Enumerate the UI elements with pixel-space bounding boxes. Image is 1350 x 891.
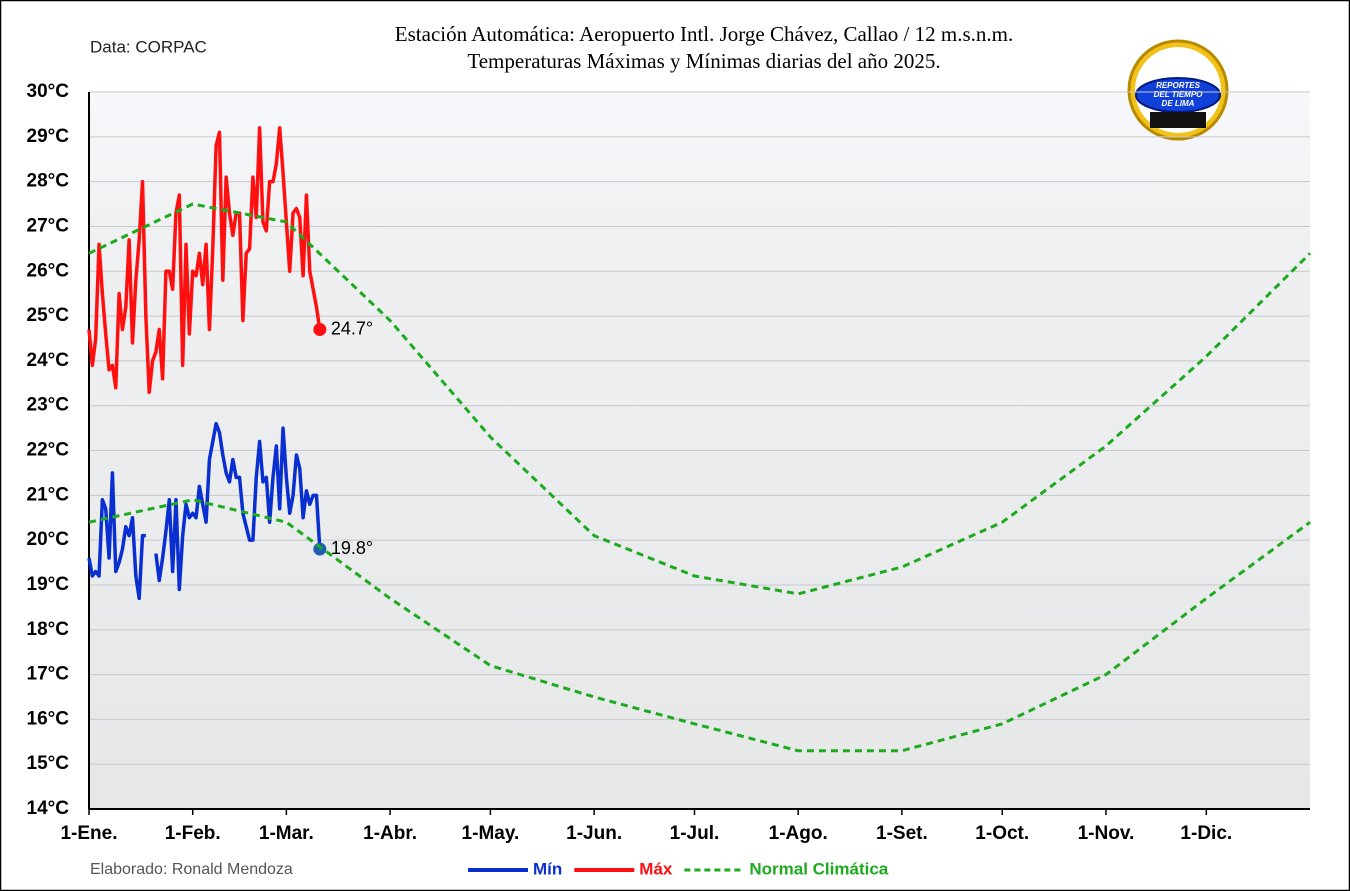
y-tick-label: 16°C — [27, 708, 70, 729]
y-tick-label: 30°C — [27, 81, 70, 102]
y-tick-label: 17°C — [27, 664, 70, 685]
y-tick-label: 15°C — [27, 753, 70, 774]
y-tick-label: 26°C — [27, 260, 70, 281]
x-tick-label: 1-Abr. — [363, 823, 417, 844]
data-label: 24.7° — [331, 318, 373, 338]
chart-title: Estación Automática: Aeropuerto Intl. Jo… — [395, 22, 1013, 46]
y-tick-label: 28°C — [27, 171, 70, 192]
x-tick-label: 1-Ago. — [769, 823, 828, 844]
logo: REPORTES DEL TIEMPO DE LIMA — [1127, 39, 1229, 141]
x-tick-label: 1-Nov. — [1078, 823, 1135, 844]
legend-label: Mín — [533, 859, 562, 878]
series-line — [87, 421, 322, 601]
y-tick-label: 19°C — [27, 574, 70, 595]
x-tick-label: 1-Jul. — [670, 823, 720, 844]
y-tick-label: 24°C — [27, 350, 70, 371]
logo-skyline — [1150, 112, 1206, 128]
y-tick-label: 18°C — [27, 619, 70, 640]
source: Data: CORPAC — [90, 37, 207, 56]
logo-text: REPORTES — [1156, 81, 1201, 90]
logo-text: DE LIMA — [1162, 99, 1195, 108]
y-tick-label: 20°C — [27, 529, 70, 550]
data-label: 19.8° — [331, 538, 373, 558]
y-tick-label: 27°C — [27, 215, 70, 236]
chart-subtitle: Temperaturas Máximas y Mínimas diarias d… — [467, 49, 940, 73]
series-line — [87, 126, 322, 394]
end-marker — [313, 542, 327, 556]
x-tick-label: 1-Dic. — [1180, 823, 1232, 844]
x-tick-label: 1-Jun. — [566, 823, 622, 844]
x-tick-label: 1-Oct. — [975, 823, 1029, 844]
credit: Elaborado: Ronald Mendoza — [90, 861, 293, 878]
y-tick-label: 23°C — [27, 395, 70, 416]
y-tick-label: 14°C — [27, 798, 70, 819]
x-tick-label: 1-Ene. — [60, 823, 117, 844]
logo-text: DEL TIEMPO — [1154, 90, 1204, 99]
end-marker — [313, 323, 327, 337]
x-tick-label: 1-Feb. — [165, 823, 221, 844]
x-tick-label: 1-Set. — [876, 823, 928, 844]
y-tick-label: 21°C — [27, 484, 70, 505]
x-tick-label: 1-May. — [462, 823, 520, 844]
x-tick-label: 1-Mar. — [259, 823, 314, 844]
legend-label: Normal Climática — [749, 859, 888, 878]
normal-line — [88, 498, 1311, 753]
y-tick-label: 25°C — [27, 305, 70, 326]
normal-line — [88, 202, 1312, 596]
y-tick-label: 29°C — [27, 126, 70, 147]
y-tick-label: 22°C — [27, 440, 70, 461]
legend-label: Máx — [639, 859, 673, 878]
